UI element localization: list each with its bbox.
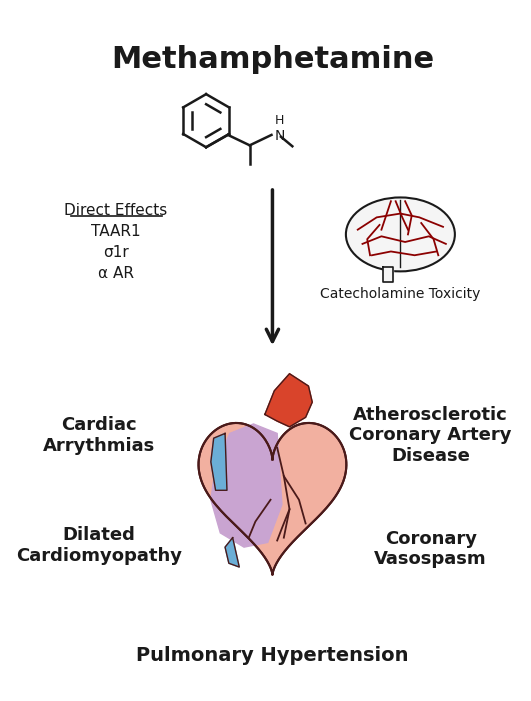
Text: α AR: α AR [98, 266, 134, 280]
Text: Direct Effects: Direct Effects [64, 203, 168, 218]
Text: σ1r: σ1r [103, 245, 129, 260]
Text: TAAR1: TAAR1 [91, 224, 141, 239]
Text: Pulmonary Hypertension: Pulmonary Hypertension [136, 646, 409, 665]
Text: Coronary
Vasospasm: Coronary Vasospasm [374, 530, 487, 569]
Text: Cardiac
Arrythmias: Cardiac Arrythmias [43, 416, 155, 455]
Text: Methamphetamine: Methamphetamine [111, 45, 434, 74]
Text: Dilated
Cardiomyopathy: Dilated Cardiomyopathy [16, 526, 182, 564]
Polygon shape [383, 266, 393, 282]
Text: N: N [275, 129, 285, 143]
Text: Atherosclerotic
Coronary Artery
Disease: Atherosclerotic Coronary Artery Disease [349, 405, 512, 465]
Polygon shape [265, 374, 312, 427]
Text: Catecholamine Toxicity: Catecholamine Toxicity [320, 287, 481, 301]
Polygon shape [211, 424, 282, 547]
Text: H: H [275, 114, 284, 127]
Ellipse shape [346, 198, 455, 271]
Polygon shape [199, 423, 346, 575]
Polygon shape [211, 433, 227, 490]
Polygon shape [225, 538, 239, 567]
